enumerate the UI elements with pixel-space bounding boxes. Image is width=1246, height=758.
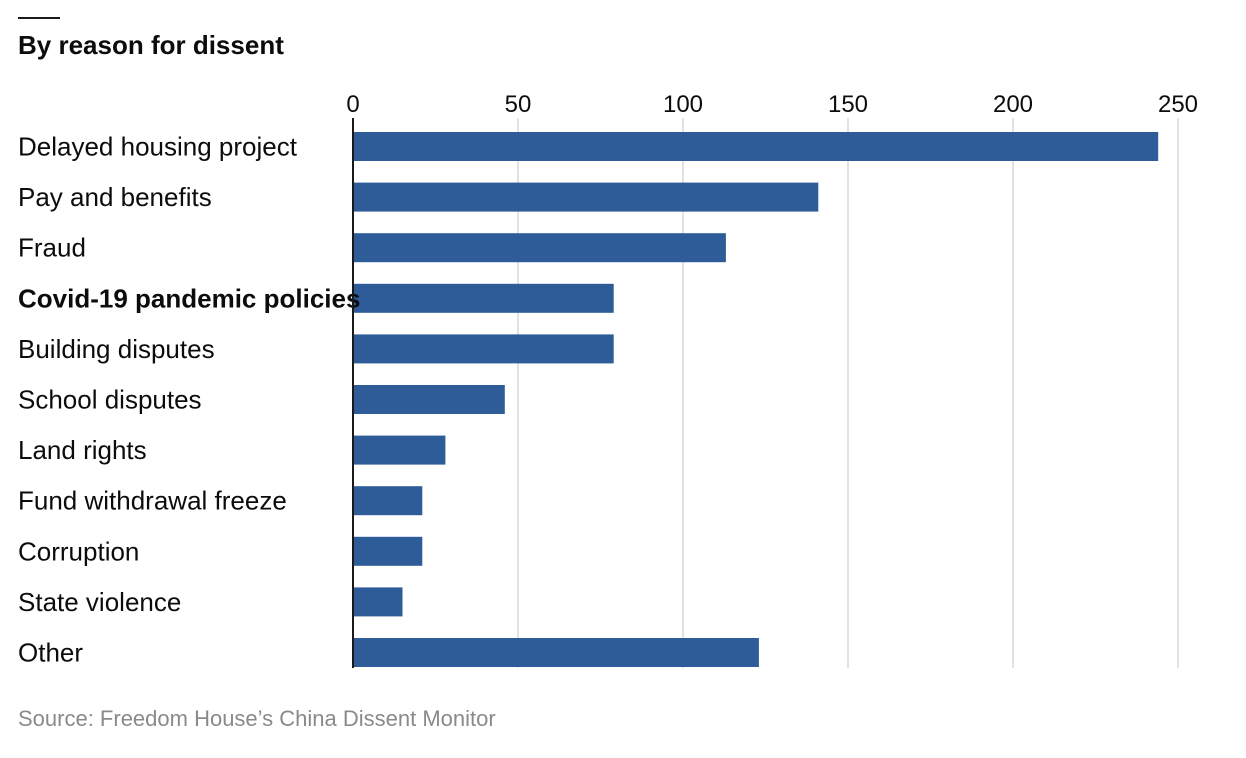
- bar: [353, 334, 614, 364]
- bar: [353, 385, 505, 414]
- category-label: Building disputes: [18, 334, 215, 364]
- bar: [353, 435, 446, 465]
- bar: [353, 486, 423, 516]
- x-axis-ticks: 0 50 100 150 200 250: [346, 91, 1198, 118]
- category-label: Fraud: [18, 233, 86, 263]
- bar-chart: 0 50 100 150 200 250 Delayed housing project P…: [18, 91, 1198, 668]
- category-label: Other: [18, 638, 83, 668]
- chart-title: By reason for dissent: [18, 30, 284, 60]
- bar: [353, 233, 726, 263]
- source-note: Source: Freedom House’s China Dissent Mo…: [18, 706, 496, 731]
- category-label: State violence: [18, 587, 181, 617]
- category-labels: Delayed housing project Pay and benefits F…: [18, 132, 360, 668]
- category-label: School disputes: [18, 385, 202, 415]
- x-tick-label: 100: [663, 91, 703, 118]
- bar: [353, 638, 759, 667]
- category-label: Land rights: [18, 435, 147, 465]
- category-label: Covid-19 pandemic policies: [18, 283, 360, 313]
- x-tick-label: 250: [1158, 91, 1198, 118]
- category-label: Delayed housing project: [18, 132, 298, 162]
- bar: [353, 182, 819, 212]
- category-label: Pay and benefits: [18, 182, 212, 212]
- category-label: Fund withdrawal freeze: [18, 486, 287, 516]
- header-rule: [18, 17, 60, 19]
- bar: [353, 536, 423, 566]
- bars: [353, 132, 1159, 667]
- category-label: Corruption: [18, 536, 139, 566]
- x-tick-label: 200: [993, 91, 1033, 118]
- x-tick-label: 0: [346, 91, 359, 118]
- x-tick-label: 50: [505, 91, 532, 118]
- x-tick-label: 150: [828, 91, 868, 118]
- bar: [353, 283, 614, 313]
- bar: [353, 132, 1159, 161]
- bar: [353, 587, 403, 617]
